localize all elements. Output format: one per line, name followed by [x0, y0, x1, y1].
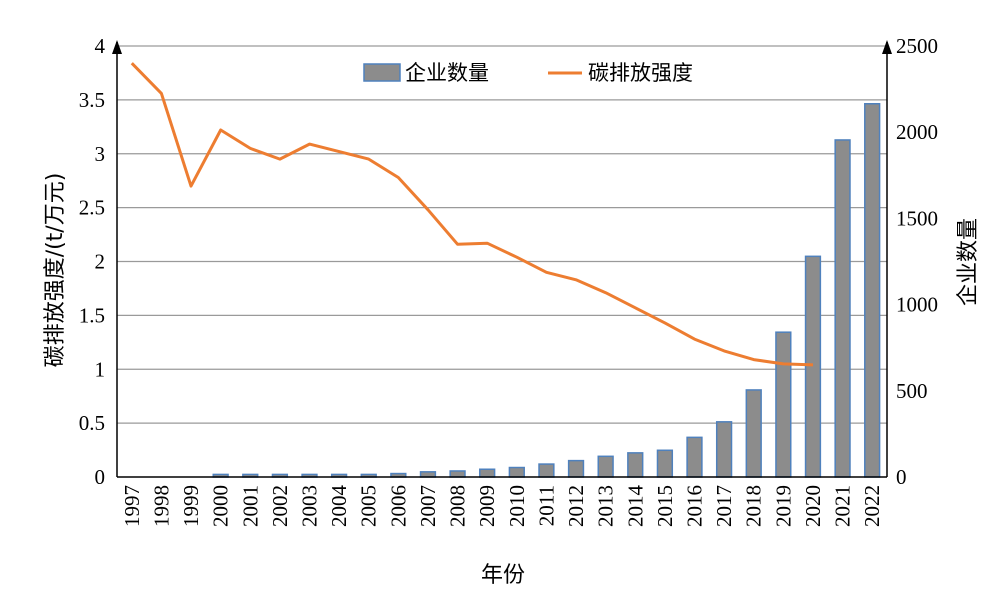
bar-2012 — [567, 459, 585, 478]
bar-2017 — [715, 421, 733, 478]
bar-2016 — [686, 436, 703, 478]
bar-2018 — [745, 389, 762, 478]
left-tick-label: 3 — [95, 142, 106, 166]
x-axis-title: 年份 — [481, 563, 525, 588]
right-axis-title: 企业数量 — [956, 218, 981, 306]
x-tick-label: 1998 — [149, 485, 173, 527]
left-axis-title: 碳排放强度/(t/万元) — [43, 173, 68, 368]
right-tick-label: 1000 — [896, 293, 938, 317]
x-tick-label: 2013 — [594, 485, 618, 527]
x-tick-label: 2021 — [831, 485, 855, 527]
left-tick-label: 4 — [95, 34, 106, 58]
x-tick-label: 2014 — [623, 485, 647, 528]
bar-2007 — [419, 471, 437, 478]
bar-2009 — [479, 468, 496, 478]
x-tick-label: 2016 — [683, 485, 707, 527]
bar-2019 — [775, 331, 792, 478]
left-tick-label: 0 — [95, 465, 106, 489]
right-tick-label: 2000 — [896, 120, 938, 144]
bar-2015 — [656, 449, 674, 478]
left-tick-label: 2.5 — [79, 196, 105, 220]
x-tick-label: 2006 — [386, 485, 410, 527]
right-axis-arrow — [882, 40, 892, 54]
x-tick-label: 2007 — [416, 485, 440, 527]
x-tick-label: 1997 — [120, 485, 144, 527]
x-tick-label: 2011 — [534, 485, 558, 526]
left-tick-label: 2 — [95, 250, 106, 274]
x-tick-label: 2000 — [209, 485, 233, 527]
x-tick-label: 2015 — [653, 485, 677, 527]
bar-2014 — [627, 452, 644, 478]
left-tick-label: 0.5 — [79, 411, 105, 435]
legend-line-label: 碳排放强度 — [588, 61, 693, 85]
axes — [112, 40, 892, 478]
x-tick-label: 2009 — [475, 485, 499, 527]
bars-series — [212, 103, 881, 478]
right-tick-label: 0 — [896, 465, 907, 489]
legend: 企业数量 碳排放强度 — [363, 61, 693, 85]
x-tick-label: 2012 — [564, 485, 588, 527]
x-tick-label: 2019 — [771, 485, 795, 527]
gridlines — [117, 45, 887, 424]
x-tick-label: 2001 — [238, 485, 262, 527]
left-tick-label: 1.5 — [79, 303, 105, 327]
carbon-intensity-line — [130, 62, 814, 367]
x-tick-label: 2008 — [446, 485, 470, 527]
left-axis-ticks: 0 0.5 1 1.5 2 2.5 3 3.5 4 — [79, 34, 106, 489]
left-tick-label: 1 — [95, 357, 106, 381]
x-tick-label: 2003 — [298, 485, 322, 527]
x-tick-label: 2002 — [268, 485, 292, 527]
legend-bar-label: 企业数量 — [405, 61, 489, 85]
bar-2011 — [538, 463, 555, 478]
right-tick-label: 2500 — [896, 34, 938, 58]
bar-2010 — [508, 466, 525, 478]
x-axis-ticks: 1997 1998 1999 2000 2001 2002 2003 2004 2005 2006… — [120, 485, 884, 528]
x-tick-label: 2010 — [505, 485, 529, 527]
x-tick-label: 2017 — [712, 485, 736, 527]
right-tick-label: 500 — [896, 379, 928, 403]
bar-2020 — [804, 255, 822, 478]
right-axis-ticks: 0 500 1000 1500 2000 2500 — [896, 34, 938, 489]
x-tick-label: 2004 — [327, 485, 351, 528]
bar-2021 — [834, 139, 851, 478]
x-tick-label: 2022 — [860, 485, 884, 527]
left-axis-arrow — [112, 40, 122, 54]
left-tick-label: 3.5 — [79, 88, 105, 112]
x-tick-label: 2005 — [357, 485, 381, 527]
x-tick-label: 1999 — [179, 485, 203, 527]
bar-2022 — [864, 103, 881, 478]
bar-2008 — [449, 470, 466, 478]
x-tick-label: 2018 — [742, 485, 766, 527]
legend-bar-swatch — [363, 63, 401, 82]
bar-2013 — [597, 455, 614, 478]
right-tick-label: 1500 — [896, 206, 938, 230]
x-tick-label: 2020 — [801, 485, 825, 527]
